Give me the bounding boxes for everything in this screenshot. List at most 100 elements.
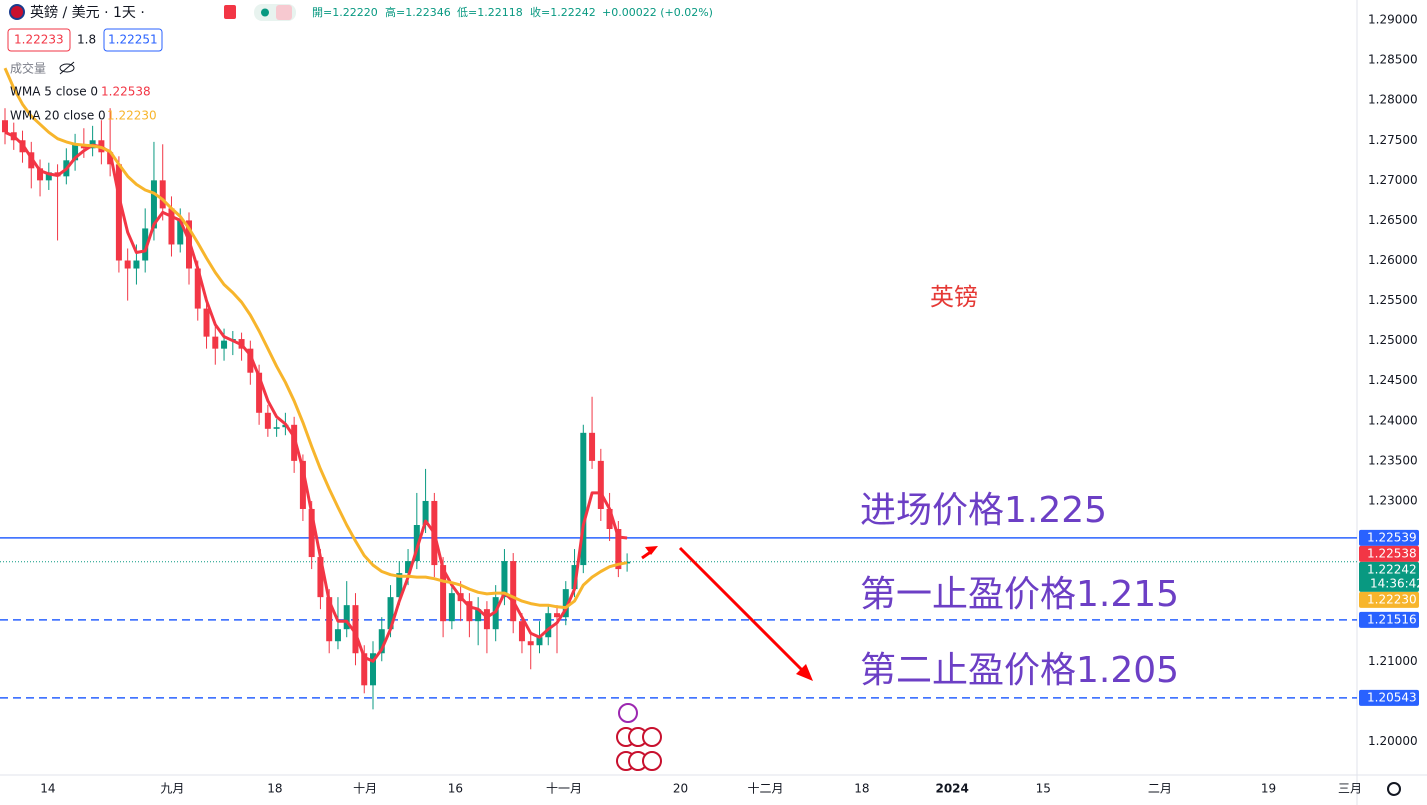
bid: 1.22233 [14,33,64,47]
candle-body [624,561,631,564]
flag-button[interactable] [224,5,236,19]
y-tick-label: 1.27000 [1368,173,1418,187]
y-tick-label: 1.28000 [1368,93,1418,107]
symbol-title: 英鎊 / 美元 · 1天 · [30,4,145,21]
candle-body [562,589,569,618]
candle-body [448,593,455,622]
candle-body [536,637,543,646]
candle-body [45,172,52,181]
candle-body [334,629,341,642]
candle-body [405,561,412,574]
price-label: 1.21516 [1367,612,1417,626]
candle-body [247,348,254,373]
annotation: 进场价格1.225 [860,490,1107,531]
candle-body [466,601,473,622]
candle-body [387,597,394,630]
annotation: 第一止盈价格1.215 [860,574,1179,615]
y-tick-label: 1.24000 [1368,413,1418,427]
candle-body [413,525,420,562]
event-icon[interactable] [642,727,662,747]
candle-body [370,653,377,686]
candle-body [203,308,210,337]
candle-body [518,621,525,642]
candle-body [133,260,140,269]
event-icon[interactable] [618,703,638,723]
candle-body [221,340,228,349]
price-label-box [1359,561,1419,592]
price-label-box [1359,591,1419,608]
candle-body [177,220,184,245]
candle-body [615,529,622,570]
volume-label: 成交量 [10,61,46,76]
ohlc-value: 低=1.22118 [457,6,523,19]
candle-body [396,573,403,598]
price-label-box [1359,529,1419,546]
x-tick-label: 19 [1261,782,1276,796]
x-tick-label: 18 [267,782,282,796]
x-tick-label: 二月 [1148,782,1172,796]
price-label: 1.22538 [1367,546,1417,560]
candle-body [168,208,175,245]
candle-body [194,268,201,309]
candle-body [545,613,552,638]
candle-body [124,260,131,269]
x-tick-label: 九月 [160,782,184,796]
event-icon[interactable] [642,751,662,771]
annotation: 第二止盈价格1.205 [860,650,1179,691]
toggle-dot [261,8,269,17]
candle-body [606,508,613,530]
candle-body [343,605,350,630]
candle-body [554,613,561,618]
candle-body [422,500,429,526]
settings-icon[interactable] [1387,782,1401,796]
flag-icon [9,4,25,20]
x-tick-label: 20 [673,782,688,796]
bid-box[interactable] [7,28,71,52]
x-tick-label: 2024 [935,782,968,796]
price-label-box [1359,611,1419,628]
x-tick-label: 14 [40,782,55,796]
ask-box[interactable] [103,28,163,52]
eye-icon[interactable] [59,63,75,73]
candle-body [142,228,149,261]
candle-body [72,144,79,161]
ohlc-value: 高=1.22346 [385,5,451,19]
candle-body [308,508,315,558]
legend-name: WMA 5 close 0 [10,85,98,99]
legend-value: 1.22538 [101,85,151,99]
y-tick-label: 1.25000 [1368,333,1418,347]
spread: 1.8 [77,33,96,47]
candle-body [510,561,517,622]
candle-body [483,609,490,630]
candle-body [299,460,306,509]
ohlc-header: 開=1.22220 高=1.22346 低=1.22118 收=1.22242 +0.0… [312,5,713,19]
ask: 1.22251 [108,33,158,47]
x-tick-label: 十二月 [748,782,784,796]
candle-body [273,427,280,429]
candle-body [317,557,324,598]
ohlc-value: 收=1.22242 [530,5,596,19]
arrow-head [796,664,813,681]
y-tick-label: 1.24500 [1368,373,1418,387]
y-tick-label: 1.26000 [1368,253,1418,267]
price-label: 1.22230 [1367,592,1417,606]
candle-body [37,168,44,181]
price-label: 1.22539 [1367,530,1417,544]
x-tick-label: 16 [448,782,463,796]
candle-body [326,597,333,642]
y-tick-label: 1.23500 [1368,453,1418,467]
price-label: 1.20543 [1367,690,1417,704]
x-tick-label: 十月 [353,782,377,796]
y-tick-label: 1.20000 [1368,734,1418,748]
plot [0,67,1357,710]
ohlc-value: +0.00022 (+0.02%) [602,6,713,19]
x-tick-label: 三月 [1338,782,1362,796]
candle-body [361,653,368,686]
price-label: 1.22242 [1367,562,1417,576]
candle-body [571,565,578,590]
y-tick-label: 1.26500 [1368,213,1418,227]
ohlc-value: 開=1.22220 [312,6,378,19]
toggle-wave [276,5,292,20]
y-tick-label: 1.29000 [1368,13,1418,27]
